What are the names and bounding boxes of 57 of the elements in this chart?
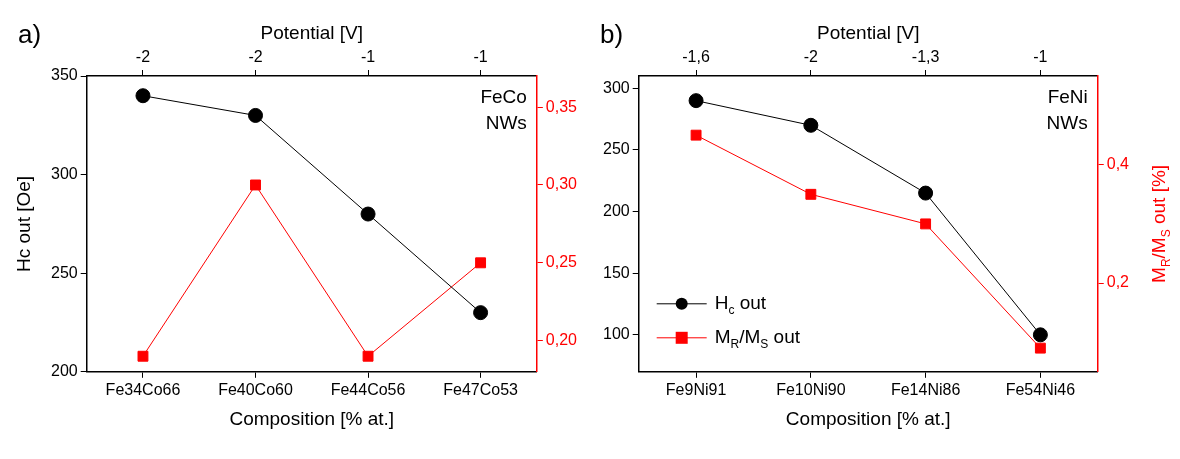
point (690, 129, 702, 141)
point (918, 185, 934, 201)
y-tick-label: 150 (602, 263, 630, 281)
point (805, 188, 817, 200)
y-tick-label: 250 (602, 140, 630, 158)
x-axis-title: Composition [% at.] (229, 408, 395, 430)
annotation: -2 (135, 48, 151, 66)
chart-title: b) (600, 19, 624, 50)
x2-axis-title: Potential [V] (817, 22, 920, 44)
point (920, 218, 932, 230)
y-tick-label: 250 (50, 263, 78, 281)
y2-tick-label: 0,2 (1106, 273, 1130, 291)
y-tick-label: 350 (50, 66, 78, 84)
x-axis-title: Composition [% at.] (785, 408, 951, 430)
point (473, 305, 489, 321)
y-tick-label: 200 (602, 201, 630, 219)
y2-axis-title: MR/MS out [%] (1147, 164, 1173, 283)
point (135, 88, 151, 104)
y2-tick-label: 0,20 (545, 331, 578, 349)
point (1032, 327, 1048, 343)
point (688, 93, 704, 109)
y2-tick-label: 0,35 (545, 97, 578, 115)
point (475, 257, 487, 269)
annotation: -1 (360, 48, 376, 66)
y-tick-label: 300 (602, 78, 630, 96)
x-tick-label: Fe40Co60 (218, 380, 293, 398)
y2-tick-label: 0,4 (1106, 155, 1130, 173)
y2-tick-label: 0,25 (545, 253, 578, 271)
point (362, 350, 374, 362)
point (360, 206, 376, 222)
annotation: -1,3 (911, 48, 940, 66)
annotation: -1 (473, 48, 488, 66)
point (1034, 342, 1046, 354)
x-tick-label: Fe9Ni91 (665, 380, 727, 398)
x2-axis-title: Potential [V] (260, 22, 364, 44)
x-tick-label: Fe10Ni90 (776, 380, 846, 398)
annotation: -2 (248, 48, 263, 66)
y-tick-label: 300 (50, 165, 78, 183)
point (137, 350, 149, 362)
chart-title: a) (18, 19, 42, 50)
x-tick-label: Fe44Co56 (330, 380, 406, 398)
annotation: FeCo NWs (480, 86, 527, 134)
x-tick-label: Fe14Ni86 (890, 380, 961, 398)
point (803, 117, 819, 133)
x-tick-label: Fe47Co53 (443, 380, 519, 398)
y-axis-title: Hc out [Oe] (12, 175, 34, 272)
y-tick-label: 100 (602, 325, 630, 343)
y2-tick-label: 0,30 (545, 175, 578, 193)
annotation: -2 (803, 48, 819, 66)
x-tick-label: Fe54Ni46 (1005, 380, 1076, 398)
annotation: -1,6 (682, 48, 710, 66)
annotation: -1 (1033, 48, 1048, 66)
x-tick-label: Fe34Co66 (105, 380, 181, 398)
y-tick-label: 200 (50, 362, 78, 380)
annotation: FeNi NWs (1046, 86, 1088, 134)
point (248, 107, 264, 123)
point (250, 179, 261, 191)
